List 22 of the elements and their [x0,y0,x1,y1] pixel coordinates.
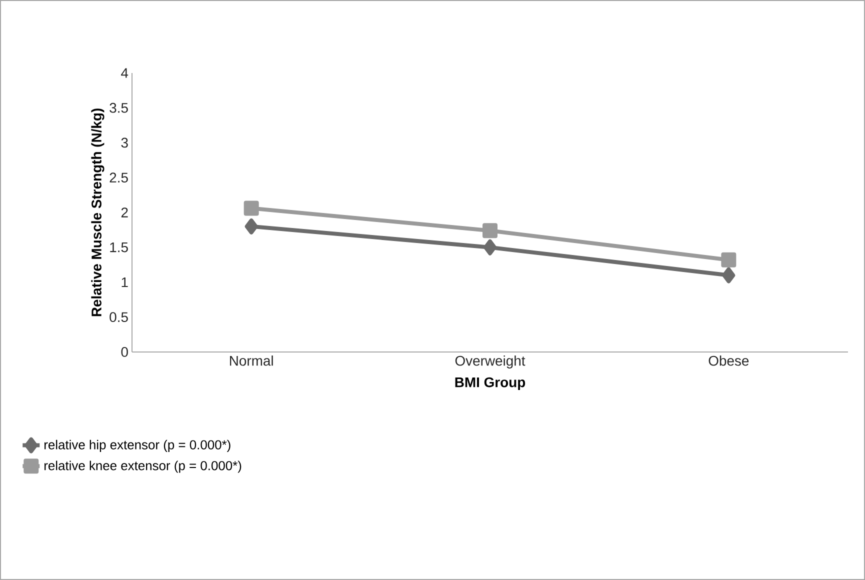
point [244,200,259,216]
y-tick-label: 3 [121,138,128,148]
y-tick-label: 2.5 [110,172,128,183]
y-tick-label: 0.5 [110,312,128,322]
y-tick-label: 1.5 [110,242,128,252]
point [244,218,258,234]
y-tick-label: 1 [122,277,128,288]
point [721,252,736,268]
x-tick-label: Normal [230,356,273,366]
y-tick-label: 3.5 [110,102,128,113]
y-tick-label: 4 [121,68,128,78]
point [482,223,498,238]
y-tick-label: 2 [121,208,128,218]
legend-label: relative knee extensor (p = 0.000*) [44,460,242,473]
x-tick-label: Overweight [455,356,526,369]
x-tick-label: Obese [708,356,749,366]
legend-label: relative hip extensor (p = 0.000*) [44,440,230,452]
y-tick-label: 0 [121,347,128,357]
x-axis-title: BMI Group [455,377,526,390]
point [484,239,497,256]
point [722,267,736,284]
y-axis-title: Relative Muscle Strength (N/kg) [91,108,104,316]
